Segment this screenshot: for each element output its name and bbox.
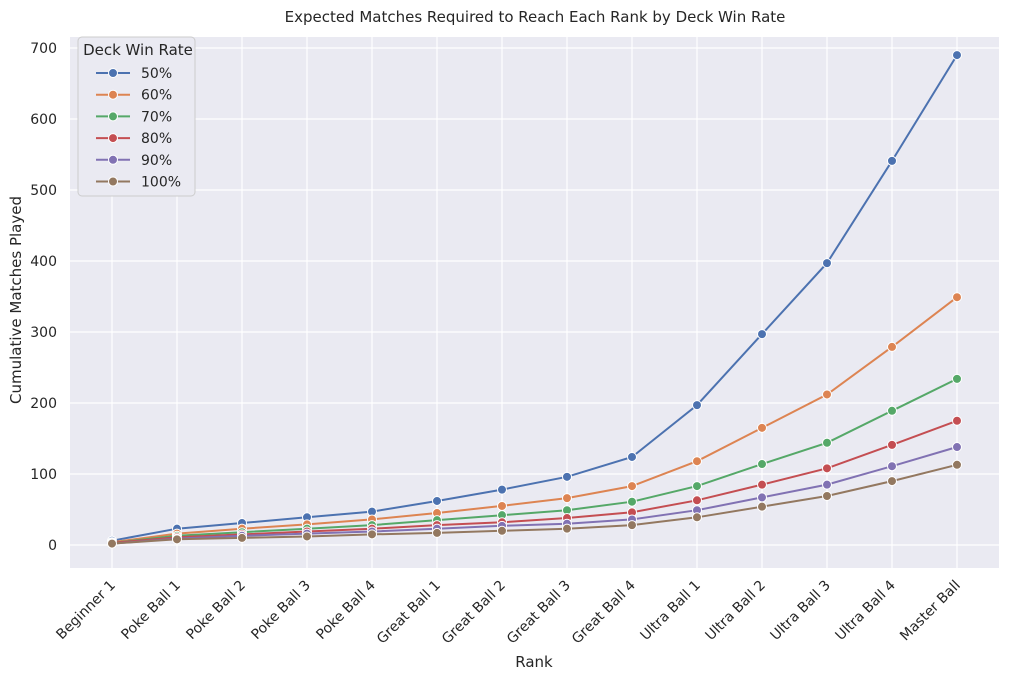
- data-point: [757, 501, 767, 512]
- data-point: [952, 442, 962, 453]
- x-tick-label: Poke Ball 4: [313, 577, 378, 642]
- legend-marker: [108, 89, 118, 100]
- data-point: [562, 523, 572, 534]
- y-tick-label: 100: [30, 467, 57, 483]
- data-point: [822, 389, 832, 400]
- data-point: [822, 491, 832, 502]
- series-line: [111, 419, 958, 544]
- x-tick-label: Beginner 1: [53, 578, 118, 643]
- data-point: [692, 456, 702, 467]
- y-tick-label: 0: [48, 538, 57, 554]
- legend-marker: [108, 133, 118, 144]
- series-line: [111, 54, 958, 542]
- y-axis-label: Cumulative Matches Played: [7, 196, 25, 404]
- data-point: [497, 500, 507, 511]
- y-axis: 0 100 200 300 400 500 600 700: [30, 41, 57, 554]
- data-point: [172, 534, 182, 545]
- data-point: [822, 463, 832, 474]
- legend-label: 70%: [141, 109, 172, 125]
- data-point: [952, 50, 962, 61]
- legend-label: 60%: [141, 88, 172, 104]
- series-100-percent: [107, 459, 962, 549]
- x-tick-label: Ultra Ball 4: [833, 577, 899, 643]
- data-point: [302, 531, 312, 542]
- data-point: [497, 525, 507, 536]
- series-lines: [107, 50, 962, 549]
- x-tick-label: Ultra Ball 3: [768, 578, 834, 644]
- y-tick-label: 200: [30, 396, 57, 412]
- legend-label: 100%: [141, 175, 181, 191]
- x-tick-label: Poke Ball 2: [183, 578, 248, 643]
- x-axis: Beginner 1 Poke Ball 1 Poke Ball 2 Poke Bal…: [53, 577, 963, 647]
- data-point: [887, 461, 897, 472]
- legend-title: Deck Win Rate: [83, 41, 193, 59]
- data-point: [887, 476, 897, 487]
- data-point: [757, 329, 767, 340]
- data-point: [952, 415, 962, 426]
- data-point: [432, 495, 442, 506]
- series-line: [111, 463, 958, 545]
- legend-marker: [108, 176, 118, 187]
- data-point: [432, 527, 442, 538]
- data-point: [887, 341, 897, 352]
- data-point: [952, 373, 962, 384]
- x-tick-label: Poke Ball 1: [118, 578, 183, 643]
- data-point: [822, 479, 832, 490]
- y-tick-label: 500: [30, 183, 57, 199]
- x-tick-label: Ultra Ball 2: [703, 578, 769, 644]
- data-point: [757, 459, 767, 470]
- data-point: [887, 439, 897, 450]
- legend: Deck Win Rate 50% 60% 70% 80% 90% 100%: [77, 36, 196, 197]
- x-tick-label: Great Ball 4: [569, 577, 639, 647]
- data-point: [692, 512, 702, 523]
- series-line: [111, 378, 958, 544]
- data-point: [692, 400, 702, 411]
- data-point: [952, 292, 962, 303]
- data-point: [562, 493, 572, 504]
- x-tick-label: Great Ball 1: [374, 578, 444, 648]
- data-point: [497, 484, 507, 495]
- legend-label: 80%: [141, 131, 172, 147]
- legend-items: 50% 60% 70% 80% 90% 100%: [96, 66, 181, 191]
- legend-label: 50%: [141, 66, 172, 82]
- data-point: [237, 532, 247, 543]
- y-tick-label: 400: [30, 254, 57, 270]
- legend-marker: [108, 111, 118, 122]
- data-point: [627, 520, 637, 531]
- x-tick-label: Poke Ball 3: [248, 578, 313, 643]
- legend-label: 90%: [141, 153, 172, 169]
- data-point: [887, 155, 897, 166]
- data-point: [822, 437, 832, 448]
- x-tick-label: Great Ball 2: [439, 578, 509, 648]
- data-point: [757, 422, 767, 433]
- y-tick-label: 300: [30, 325, 57, 341]
- x-tick-label: Great Ball 3: [504, 578, 574, 648]
- data-point: [107, 538, 117, 549]
- data-point: [367, 529, 377, 540]
- data-point: [952, 459, 962, 470]
- legend-marker: [108, 68, 118, 78]
- legend-marker: [108, 154, 118, 165]
- x-tick-label: Ultra Ball 1: [638, 578, 704, 644]
- y-tick-label: 600: [30, 112, 57, 128]
- x-axis-label: Rank: [515, 653, 553, 671]
- legend-box: [77, 36, 196, 197]
- data-point: [887, 405, 897, 416]
- data-point: [692, 495, 702, 506]
- data-point: [627, 496, 637, 507]
- data-point: [757, 479, 767, 490]
- data-point: [627, 451, 637, 462]
- data-point: [822, 258, 832, 269]
- chart-title: Expected Matches Required to Reach Each …: [285, 8, 786, 26]
- series-line: [111, 446, 958, 545]
- series-line: [111, 296, 958, 544]
- data-point: [562, 471, 572, 482]
- y-tick-label: 700: [30, 41, 57, 57]
- data-point: [757, 492, 767, 503]
- data-point: [692, 481, 702, 492]
- x-tick-label: Master Ball: [897, 578, 964, 645]
- data-point: [627, 481, 637, 492]
